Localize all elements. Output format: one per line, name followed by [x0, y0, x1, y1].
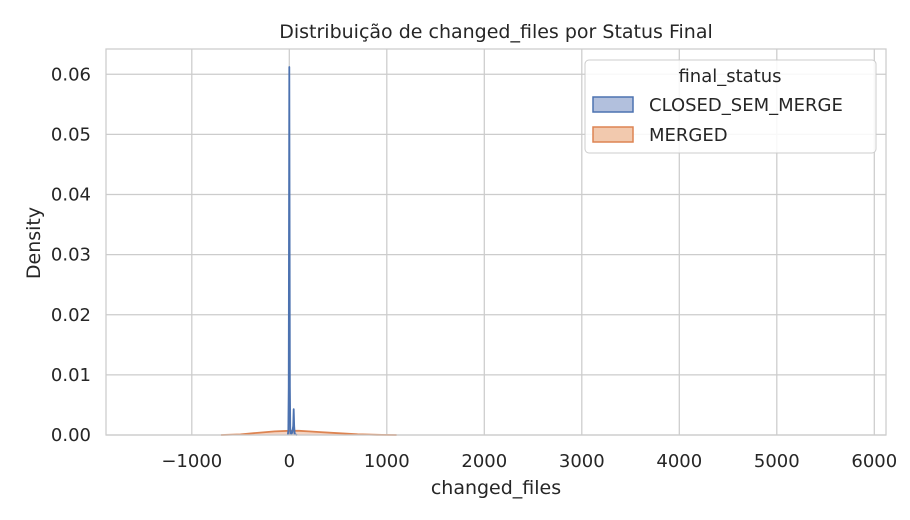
y-tick-label: 0.03	[51, 245, 91, 266]
density-area-merged	[221, 430, 397, 435]
y-tick-label: 0.02	[51, 305, 91, 326]
density-line-merged	[221, 429, 397, 436]
legend-title: final_status	[678, 66, 781, 87]
plot-frame	[105, 48, 887, 436]
legend-label-closed-sem-merge: CLOSED_SEM_MERGE	[649, 95, 843, 116]
x-tick-label: 5000	[754, 451, 800, 472]
y-tick-label: 0.04	[51, 185, 91, 206]
legend-box	[584, 59, 877, 154]
y-tick-label: 0.00	[51, 425, 91, 446]
x-tick-label: 2000	[461, 451, 507, 472]
x-tick-label: −1000	[161, 451, 222, 472]
y-tick-label: 0.06	[51, 64, 91, 85]
legend: final_status CLOSED_SEM_MERGE MERGED	[584, 59, 877, 154]
legend-swatch-merged	[592, 126, 634, 143]
x-tick-labels: −1000 0 1000 2000 3000 4000 5000 6000	[161, 451, 897, 472]
legend-label-merged: MERGED	[649, 125, 728, 146]
y-tick-label: 0.01	[51, 365, 91, 386]
series-layer	[221, 66, 397, 436]
chart-title: Distribuição de changed_files por Status…	[279, 21, 713, 43]
y-axis-label: Density	[23, 207, 45, 279]
x-axis-label: changed_files	[431, 477, 561, 499]
x-tick-label: 3000	[559, 451, 605, 472]
x-tick-label: 6000	[851, 451, 897, 472]
legend-swatch-closed-sem-merge	[592, 96, 634, 113]
x-tick-label: 0	[284, 451, 295, 472]
density-line-closed-sem-merge	[286, 66, 298, 436]
x-tick-label: 4000	[656, 451, 702, 472]
y-tick-label: 0.05	[51, 124, 91, 145]
x-tick-label: 1000	[364, 451, 410, 472]
y-tick-labels: 0.00 0.01 0.02 0.03 0.04 0.05 0.06	[51, 64, 91, 446]
